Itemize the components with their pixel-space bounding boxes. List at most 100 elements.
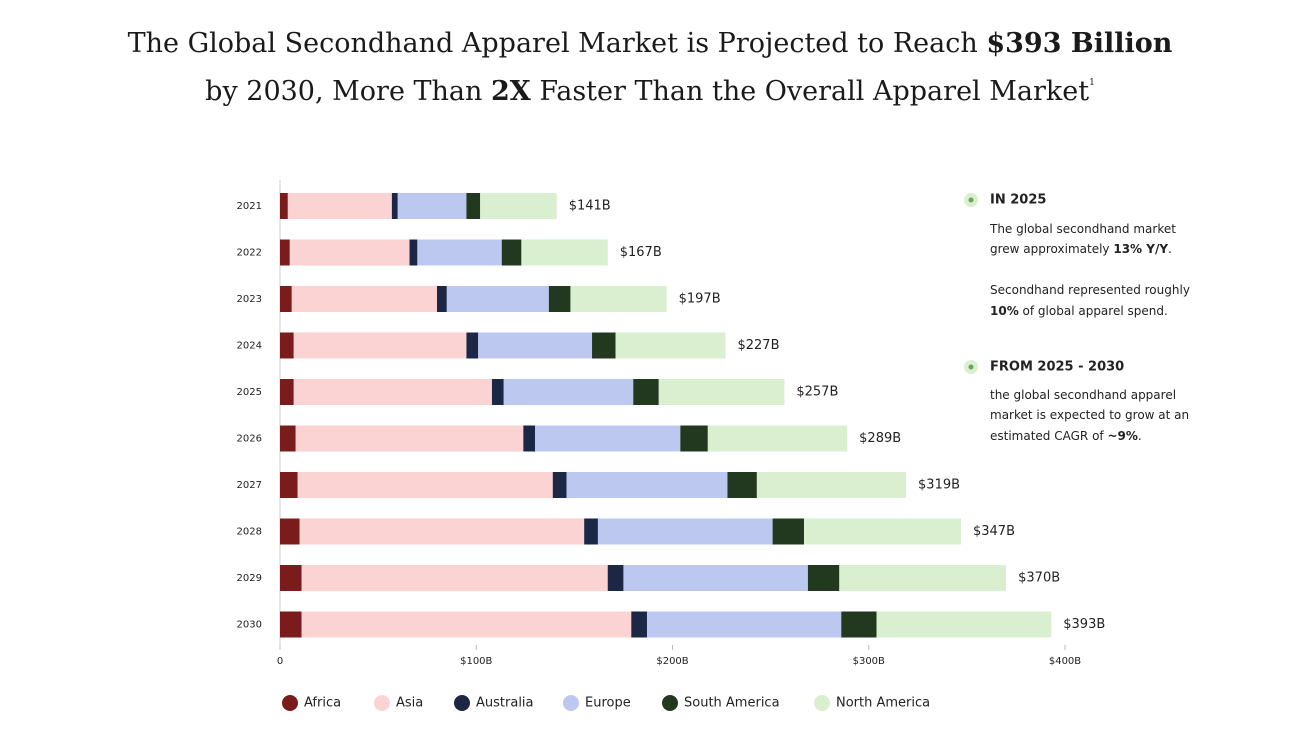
annotation-part: . xyxy=(1138,429,1142,443)
bar-segment xyxy=(607,565,624,591)
legend-label: North America xyxy=(836,696,930,711)
annotation-text: 10% of global apparel spend. xyxy=(990,304,1168,318)
bar-segment xyxy=(876,611,1052,638)
annotation-part: estimated CAGR of xyxy=(990,429,1107,443)
bar-segment xyxy=(293,332,467,359)
total-label: $289B xyxy=(859,431,901,446)
bar-segment xyxy=(523,425,536,452)
annotation-part: . xyxy=(1168,242,1172,256)
total-label: $370B xyxy=(1018,571,1060,586)
y-tick-label: 2030 xyxy=(237,620,262,631)
y-tick-label: 2023 xyxy=(237,294,262,305)
y-tick-label: 2029 xyxy=(237,573,262,584)
total-label: $319B xyxy=(918,478,960,493)
bar-segment xyxy=(299,518,585,545)
bullet-dot xyxy=(968,364,974,370)
bar-segment xyxy=(280,286,292,312)
annotation-part: ~9% xyxy=(1107,429,1137,443)
x-tick-label: $200B xyxy=(656,656,688,667)
bar-segment xyxy=(280,611,302,638)
bar-segment xyxy=(466,332,479,359)
bar-segment xyxy=(437,286,447,312)
annotation-part: the global secondhand apparel xyxy=(990,388,1176,402)
annotation-part: Secondhand represented roughly xyxy=(990,283,1190,297)
bar-segment xyxy=(658,379,785,405)
bar-segment xyxy=(756,472,907,498)
y-tick-label: 2026 xyxy=(237,434,262,445)
bar-segment xyxy=(631,611,647,638)
legend-swatch xyxy=(814,695,830,711)
bar-segment xyxy=(803,518,961,545)
total-label: $141B xyxy=(569,199,611,214)
bar-segment xyxy=(287,193,392,219)
title-part: $393 Billion xyxy=(986,28,1172,59)
bar-segment xyxy=(772,518,804,545)
annotation-text: The global secondhand market xyxy=(989,222,1176,236)
chart-title: The Global Secondhand Apparel Market is … xyxy=(128,28,1173,59)
y-tick-label: 2027 xyxy=(237,480,262,491)
bar-segment xyxy=(548,286,571,312)
bar-segment xyxy=(503,379,634,405)
bar-segment xyxy=(615,332,726,359)
legend-swatch xyxy=(282,695,298,711)
bar-segment xyxy=(280,379,294,405)
bar-segment xyxy=(584,518,598,545)
bar-segment xyxy=(417,239,502,266)
annotation-text: market is expected to grow at an xyxy=(990,408,1189,422)
bar-segment xyxy=(280,472,298,498)
y-tick-label: 2025 xyxy=(237,387,262,398)
annotation-heading: IN 2025 xyxy=(990,193,1046,208)
annotation-text: Secondhand represented roughly xyxy=(990,283,1190,297)
legend-swatch xyxy=(563,695,579,711)
y-tick-label: 2024 xyxy=(237,341,262,352)
y-tick-label: 2028 xyxy=(237,527,262,538)
bar-segment xyxy=(409,239,418,266)
bar-segment xyxy=(597,518,773,545)
title-part: Faster Than the Overall Apparel Market xyxy=(531,76,1090,107)
bar-segment xyxy=(623,565,808,591)
bar-segment xyxy=(727,472,757,498)
x-tick-label: 0 xyxy=(277,656,283,667)
legend-swatch xyxy=(454,695,470,711)
annotation-text: grew approximately 13% Y/Y. xyxy=(990,242,1172,256)
bar-segment xyxy=(491,379,504,405)
bar-segment xyxy=(297,472,553,498)
x-tick-label: $300B xyxy=(853,656,885,667)
annotation-heading: FROM 2025 - 2030 xyxy=(990,360,1124,375)
bar-segment xyxy=(570,286,667,312)
annotation-part: of global apparel spend. xyxy=(1019,304,1168,318)
y-tick-label: 2021 xyxy=(237,201,262,212)
total-label: $393B xyxy=(1063,617,1105,632)
title-part: by 2030, More Than xyxy=(205,76,491,107)
annotation-part: 13% Y/Y xyxy=(1113,242,1168,256)
bar-segment xyxy=(807,565,840,591)
bar-segment xyxy=(707,425,848,452)
bar-segment xyxy=(566,472,728,498)
bar-segment xyxy=(446,286,549,312)
bar-segment xyxy=(841,611,877,638)
bar-segment xyxy=(521,239,608,266)
total-label: $347B xyxy=(973,524,1015,539)
annotation-part: The global secondhand market xyxy=(989,222,1176,236)
x-tick-label: $100B xyxy=(460,656,492,667)
bar-segment xyxy=(646,611,842,638)
bar-segment xyxy=(501,239,522,266)
total-label: $197B xyxy=(679,292,721,307)
bar-segment xyxy=(552,472,567,498)
bar-segment xyxy=(295,425,524,452)
total-label: $227B xyxy=(737,338,779,353)
bar-segment xyxy=(280,518,300,545)
annotation-part: grew approximately xyxy=(990,242,1113,256)
bullet-dot xyxy=(968,197,974,203)
bar-segment xyxy=(680,425,708,452)
bar-segment xyxy=(535,425,681,452)
bar-segment xyxy=(480,193,557,219)
bar-segment xyxy=(280,239,290,266)
bar-segment xyxy=(633,379,659,405)
bar-segment xyxy=(478,332,593,359)
bar-segment xyxy=(280,332,294,359)
bar-segment xyxy=(301,565,608,591)
legend-swatch xyxy=(662,695,678,711)
annotation-text: the global secondhand apparel xyxy=(990,388,1176,402)
x-tick-label: $400B xyxy=(1049,656,1081,667)
